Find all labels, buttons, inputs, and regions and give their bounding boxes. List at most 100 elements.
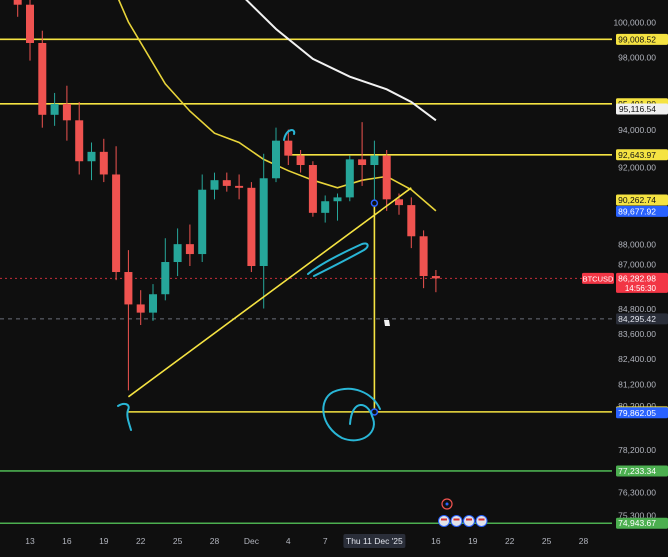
time-axis-label: 7 (323, 536, 328, 546)
candle[interactable] (87, 142, 96, 181)
time-axis-label: Dec (244, 536, 260, 546)
candle[interactable] (345, 155, 354, 202)
candle[interactable] (26, 0, 34, 61)
candle[interactable] (247, 182, 256, 273)
price-level-lines[interactable] (0, 38, 612, 525)
price-axis-label: 75,300.00 (618, 511, 656, 521)
candle[interactable] (38, 30, 47, 128)
symbol-tag-background (582, 272, 614, 284)
value-price-tag-background (616, 103, 668, 115)
candle-body (407, 205, 416, 237)
flag-event-icon[interactable] (463, 515, 475, 527)
candle[interactable] (235, 174, 244, 200)
candle[interactable] (75, 102, 84, 175)
candle-body (419, 236, 428, 277)
freehand-curl-annotation (283, 129, 296, 141)
flag-event-icon[interactable] (450, 515, 463, 527)
time-axis-label: 22 (505, 536, 515, 546)
measure-start-handle[interactable] (370, 199, 379, 207)
candle[interactable] (185, 224, 194, 267)
rising-trendline[interactable] (127, 187, 412, 398)
candles-layer[interactable] (1, 0, 440, 391)
time-axis-label: 4 (286, 536, 291, 546)
event-marker-dot (445, 502, 449, 506)
candle[interactable] (136, 290, 145, 325)
candle-body (272, 140, 280, 179)
flag-stripe (441, 518, 447, 521)
freehand-hook-annotation (117, 402, 132, 431)
candle[interactable] (382, 149, 391, 211)
candle-body (87, 151, 96, 162)
flag-event-icon[interactable] (475, 515, 488, 527)
candle[interactable] (272, 127, 280, 183)
level-price-tag-background (616, 33, 668, 45)
candle[interactable] (149, 284, 157, 321)
value-price-tag: 90,262.74 (616, 194, 668, 206)
level-price-tag: 74,943.67 (616, 517, 668, 529)
candle[interactable] (333, 193, 342, 221)
candle[interactable] (431, 270, 440, 293)
level-price-tag-background (616, 149, 668, 161)
candle[interactable] (112, 146, 121, 281)
value-price-tag-text: 89,677.92 (618, 206, 656, 216)
event-marker-icon[interactable] (441, 498, 453, 510)
value-price-tag-text: 84,295.42 (618, 314, 656, 324)
candle-body (259, 178, 268, 267)
candle[interactable] (370, 140, 379, 206)
candle[interactable] (259, 153, 268, 309)
candle-body (345, 159, 354, 198)
flag-event-icon[interactable] (438, 515, 450, 527)
candle[interactable] (321, 195, 330, 223)
level-price-tag: 77,233.34 (616, 465, 668, 477)
price-axis-label: 78,200.00 (618, 445, 656, 455)
candle-body (235, 185, 244, 188)
value-price-tag-text: 95,116.54 (619, 104, 656, 114)
candle[interactable] (210, 172, 219, 200)
candle[interactable] (222, 172, 231, 192)
candle-body (136, 304, 145, 313)
drawings-layer[interactable] (117, 129, 488, 527)
current-price-tag-text: 86,282.98 (618, 273, 656, 283)
level-price-tag-text: 99,008.52 (618, 34, 656, 44)
candle[interactable] (198, 174, 207, 263)
candle-body (308, 165, 317, 213)
level-price-tag-background (616, 465, 668, 477)
time-axis-label: 28 (210, 536, 220, 546)
candle-body (296, 155, 305, 166)
price-axis-label: 82,400.00 (618, 354, 656, 364)
candle[interactable] (284, 129, 293, 166)
candle[interactable] (407, 197, 416, 249)
candle-body (333, 197, 342, 202)
time-axis-label: 22 (136, 536, 146, 546)
candle-body (284, 140, 293, 156)
candle[interactable] (13, 0, 22, 17)
candle-body (358, 159, 367, 166)
economic-events-icons[interactable] (438, 498, 488, 527)
candle[interactable] (358, 122, 367, 186)
value-price-tag-background (616, 407, 668, 419)
time-axis-highlight-label: Thu 11 Dec '25 (346, 536, 403, 546)
flag-stripe (466, 518, 472, 521)
candle[interactable] (124, 250, 133, 391)
candle[interactable] (50, 92, 59, 126)
candle-body (50, 103, 59, 115)
candle[interactable] (296, 149, 305, 173)
candle[interactable] (161, 238, 170, 301)
price-axis-label: 100,000.00 (613, 18, 656, 28)
flag-stripe (478, 518, 485, 521)
time-axis-label: 19 (468, 536, 478, 546)
candle[interactable] (173, 228, 182, 277)
time-axis[interactable]: 131619222528Dec47131619222528Thu 11 Dec … (0, 531, 612, 552)
candle[interactable] (308, 161, 317, 217)
time-axis-label: 19 (99, 536, 109, 546)
candle-body (99, 151, 108, 175)
candle[interactable] (62, 85, 71, 141)
time-axis-label: 16 (62, 536, 72, 546)
candle-body (26, 4, 34, 43)
candle[interactable] (99, 138, 108, 183)
price-axis-label: 87,000.00 (618, 260, 656, 270)
candle[interactable] (419, 230, 428, 289)
price-axis-label: 84,800.00 (618, 304, 656, 314)
